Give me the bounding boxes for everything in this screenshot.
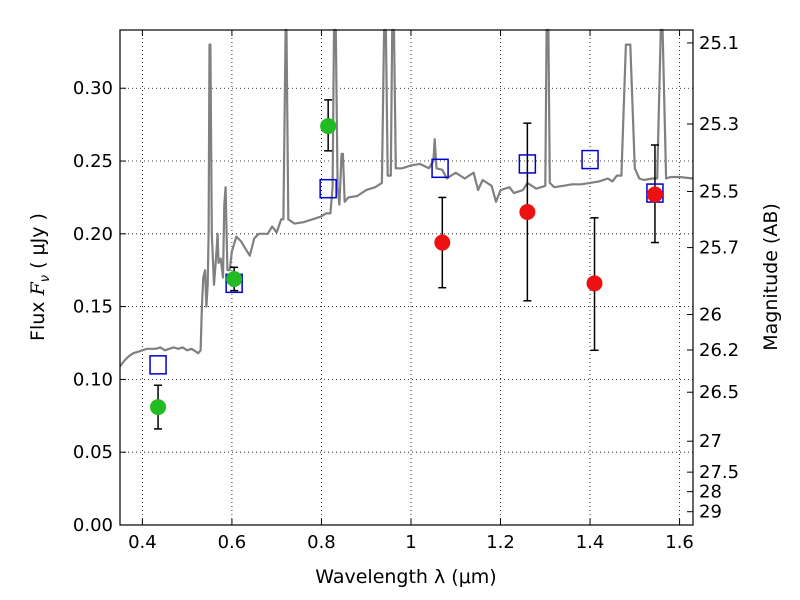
- data-markers: [149, 118, 664, 416]
- y-axis-title-suffix: ( μJy ): [27, 213, 49, 275]
- x-axis-title: Wavelength λ (μm): [315, 566, 496, 588]
- y2-tick-label: 27: [699, 431, 722, 452]
- y2-tick-label: 28: [699, 482, 722, 503]
- y2-tick-label: 26: [699, 305, 722, 326]
- y-tick-label: 0.10: [73, 369, 113, 390]
- spectrum-line: [119, 28, 694, 367]
- y-axis-title-prefix: Flux: [27, 295, 49, 341]
- x-tick-label: 0.6: [218, 532, 247, 553]
- y-tick-label: 0.30: [73, 78, 113, 99]
- y2-tick-label: 25.5: [699, 181, 739, 202]
- photometry-point: [434, 234, 451, 251]
- y2-tick-label: 26.2: [699, 340, 739, 361]
- x-tick-label: 1.4: [576, 532, 605, 553]
- grid: [120, 30, 693, 525]
- y-axis-title-symbol: F: [27, 281, 49, 296]
- axis-ticks: [120, 30, 693, 526]
- tick-labels: 0.4 0.6 0.8 1 1.2 1.4 1.6 0.00 0.05 0.10 0.15 0.20 0…: [73, 33, 739, 553]
- y2-axis-title: Magnitude (AB): [760, 203, 782, 351]
- model-square-point: [431, 158, 449, 179]
- y2-tick-label: 25.3: [699, 114, 739, 135]
- x-tick-label: 1.6: [665, 532, 694, 553]
- y-axis-title-subscript: ν: [38, 275, 53, 282]
- x-tick-label: 1.2: [486, 532, 515, 553]
- photometry-point: [519, 203, 536, 220]
- y2-tick-label: 25.1: [699, 33, 739, 54]
- y-tick-label: 0.05: [73, 442, 113, 463]
- photometry-point: [586, 275, 603, 292]
- photometry-point: [226, 270, 243, 287]
- model-square-point: [319, 178, 337, 199]
- y2-tick-label: 29: [699, 502, 722, 523]
- photometry-point: [150, 399, 167, 416]
- y-axis-title: Flux Fν ( μJy ): [27, 213, 53, 341]
- plot-frame: [119, 29, 694, 526]
- y-tick-label: 0.20: [73, 224, 113, 245]
- x-tick-label: 1: [405, 532, 416, 553]
- x-tick-label: 0.8: [307, 532, 336, 553]
- y2-tick-label: 27.5: [699, 462, 739, 483]
- model-square-point: [581, 149, 599, 170]
- model-square-point: [149, 355, 167, 375]
- y2-tick-label: 26.5: [699, 382, 739, 403]
- x-tick-label: 0.4: [128, 532, 157, 553]
- photometry-point: [646, 186, 663, 203]
- y2-tick-label: 25.7: [699, 238, 739, 259]
- y-tick-label: 0.00: [73, 515, 113, 536]
- photometry-point: [320, 118, 337, 135]
- y-tick-label: 0.15: [73, 297, 113, 318]
- y-tick-label: 0.25: [73, 151, 113, 172]
- model-square-point: [518, 154, 537, 174]
- spectrum-series: [119, 28, 694, 367]
